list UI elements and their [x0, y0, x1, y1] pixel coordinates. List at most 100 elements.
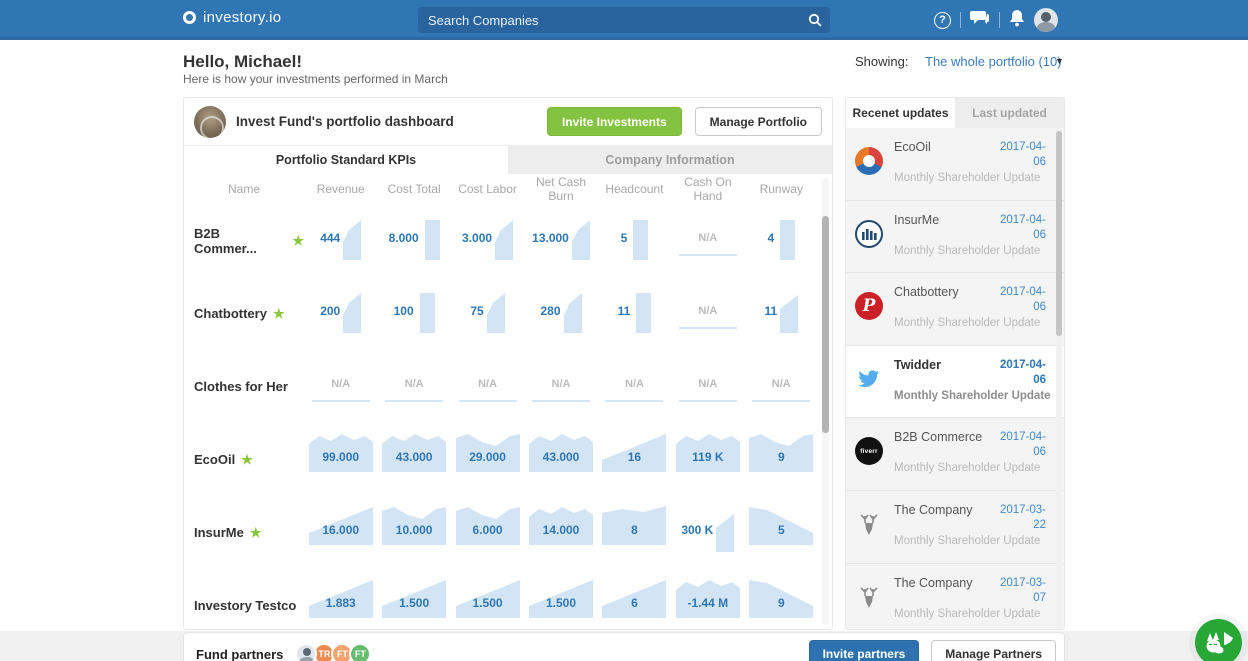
table-row: InsurMe ★ 16.000 10.000 6.000 14.000 8 30… — [184, 496, 832, 569]
nav-separator — [999, 12, 1000, 28]
update-date: 2017-04-06 — [999, 141, 1046, 168]
kpi-cell: 43.000 — [524, 423, 597, 496]
kpi-cell: 29.000 — [451, 423, 524, 496]
manage-portfolio-button[interactable]: Manage Portfolio — [694, 107, 822, 136]
portfolio-dashboard-card: Invest Fund's portfolio dashboard Invite… — [183, 97, 833, 630]
favorite-star-icon[interactable]: ★ — [241, 451, 253, 467]
kpi-cell: 16 — [598, 423, 671, 496]
kpi-cell: 119 K — [671, 423, 744, 496]
update-item-the-company[interactable]: The Company 2017-03-07 Monthly Sharehold… — [846, 563, 1064, 629]
update-item-ecooil[interactable]: EcoOil 2017-04-06 Monthly Shareholder Up… — [846, 128, 1064, 201]
column-header-runway: Runway — [759, 182, 803, 196]
update-note: Monthly Shareholder Update — [894, 389, 1051, 402]
update-company: The Company — [894, 575, 973, 590]
tab-last-updated[interactable]: Last updated — [955, 98, 1064, 128]
portfolio-filter-dropdown[interactable]: The whole portfolio (10) — [925, 54, 1062, 69]
updates-scrollbar-thumb[interactable] — [1056, 131, 1062, 336]
user-avatar[interactable] — [1034, 8, 1058, 32]
search-input[interactable] — [418, 7, 830, 33]
update-date: 2017-03-07 — [999, 576, 1046, 604]
manage-partners-button[interactable]: Manage Partners — [931, 640, 1056, 661]
kpi-cell: 5 — [745, 496, 818, 569]
update-note: Monthly Shareholder Update — [894, 317, 1041, 330]
chevron-down-icon[interactable]: ▼ — [1055, 56, 1064, 66]
chat-widget-llama-icon[interactable] — [1195, 619, 1242, 661]
kpi-cell: 100 — [377, 277, 450, 350]
company-name-link[interactable]: Chatbottery — [194, 306, 267, 321]
kpi-cell: 43.000 — [377, 423, 450, 496]
page-subtitle: Here is how your investments performed i… — [183, 72, 448, 86]
the-company-logo — [855, 510, 883, 538]
update-item-chatbottery[interactable]: P Chatbottery 2017-04-06 Monthly Shareho… — [846, 273, 1064, 346]
update-company: EcoOil — [894, 140, 931, 154]
column-header-cash-on-hand: Cash On Hand — [684, 175, 732, 203]
kpi-cell: -1.44 M — [671, 569, 744, 629]
kpi-cell: 8 — [598, 496, 671, 569]
update-item-b2b-commerce[interactable]: fiverr B2B Commerce 2017-04-06 Monthly S… — [846, 418, 1064, 491]
update-item-insurme[interactable]: InsurMe 2017-04-06 Monthly Shareholder U… — [846, 200, 1064, 274]
invite-investments-button[interactable]: Invite Investments — [546, 107, 682, 136]
ecooil-logo — [855, 147, 883, 175]
kpi-cell: N/A — [671, 350, 744, 423]
table-row: Investory Testco 1.883 1.500 1.500 1.500… — [184, 569, 832, 629]
b2b-commerce-logo: fiverr — [855, 437, 883, 466]
updates-scrollbar-track[interactable] — [1056, 129, 1062, 627]
kpi-cell: 75 — [451, 277, 524, 350]
update-note: Monthly Shareholder Update — [894, 607, 1041, 620]
tab-company-information[interactable]: Company Information — [508, 146, 832, 174]
table-row: EcoOil ★ 99.000 43.000 29.000 43.000 16 1… — [184, 423, 832, 496]
company-name-link[interactable]: EcoOil — [194, 452, 236, 467]
tab-recent-updates[interactable]: Recenet updates — [846, 98, 955, 128]
update-company: B2B Commerce — [894, 430, 983, 445]
messages-icon[interactable] — [970, 10, 990, 31]
company-name-link[interactable]: B2B Commer... — [194, 225, 257, 256]
kpi-cell: N/A — [745, 350, 818, 423]
favorite-star-icon[interactable]: ★ — [249, 524, 262, 540]
company-name-link[interactable]: Clothes for Her — [194, 379, 288, 394]
kpi-cell: 6.000 — [451, 496, 524, 569]
update-note: Monthly Shareholder Update — [894, 244, 1041, 257]
update-date: 2017-04-06 — [999, 286, 1046, 314]
kpi-cell: 16.000 — [304, 496, 377, 569]
top-navbar: investory.io ? — [0, 0, 1248, 40]
logo-ring-icon — [183, 11, 196, 24]
table-scrollbar-thumb[interactable] — [822, 216, 829, 433]
search-icon[interactable] — [808, 13, 822, 32]
kpi-cell: 300 K — [671, 496, 744, 569]
company-name-link[interactable]: InsurMe — [194, 525, 244, 540]
update-item-the-company[interactable]: The Company 2017-03-22 Monthly Sharehold… — [846, 490, 1064, 564]
kpi-cell: N/A — [598, 350, 671, 423]
kpi-column-headers: Name Revenue Cost Total Cost Labor Net C… — [184, 174, 832, 204]
showing-label: Showing: — [855, 54, 909, 69]
column-header-revenue: Revenue — [316, 182, 365, 196]
kpi-cell: N/A — [377, 350, 450, 423]
partner-avatar[interactable] — [295, 643, 318, 661]
kpi-cell: N/A — [524, 350, 597, 423]
kpi-cell: 1.500 — [377, 569, 450, 629]
favorite-star-icon[interactable]: ★ — [272, 305, 285, 321]
kpi-cell: 9 — [745, 423, 818, 496]
kpi-cell: N/A — [671, 277, 744, 350]
update-date: 2017-03-22 — [999, 503, 1046, 531]
insurme-logo — [855, 219, 883, 248]
update-item-twidder[interactable]: Twidder 2017-04-06 Monthly Shareholder U… — [846, 345, 1064, 419]
company-name-link[interactable]: Investory Testco — [194, 598, 297, 613]
update-note: Monthly Shareholder Update — [894, 534, 1041, 547]
tab-portfolio-standard-kpis[interactable]: Portfolio Standard KPIs — [184, 146, 508, 174]
invite-partners-button[interactable]: Invite partners — [808, 640, 920, 661]
update-company: Chatbottery — [894, 285, 959, 300]
kpi-cell: 200 — [304, 277, 377, 350]
kpi-cell: 3.000 — [451, 204, 524, 277]
app-logo[interactable]: investory.io — [183, 9, 281, 26]
kpi-cell: 5 — [598, 204, 671, 277]
help-icon[interactable]: ? — [934, 11, 951, 29]
notifications-icon[interactable] — [1009, 9, 1025, 32]
kpi-cell: N/A — [451, 350, 524, 423]
update-note: Monthly Shareholder Update — [894, 462, 1041, 475]
dashboard-title: Invest Fund's portfolio dashboard — [236, 114, 454, 129]
chatbottery-logo: P — [855, 292, 883, 321]
kpi-cell: 99.000 — [304, 423, 377, 496]
favorite-star-icon[interactable]: ★ — [292, 232, 304, 248]
kpi-cell: 13.000 — [524, 204, 597, 277]
partner-avatar[interactable]: FT — [349, 643, 372, 661]
